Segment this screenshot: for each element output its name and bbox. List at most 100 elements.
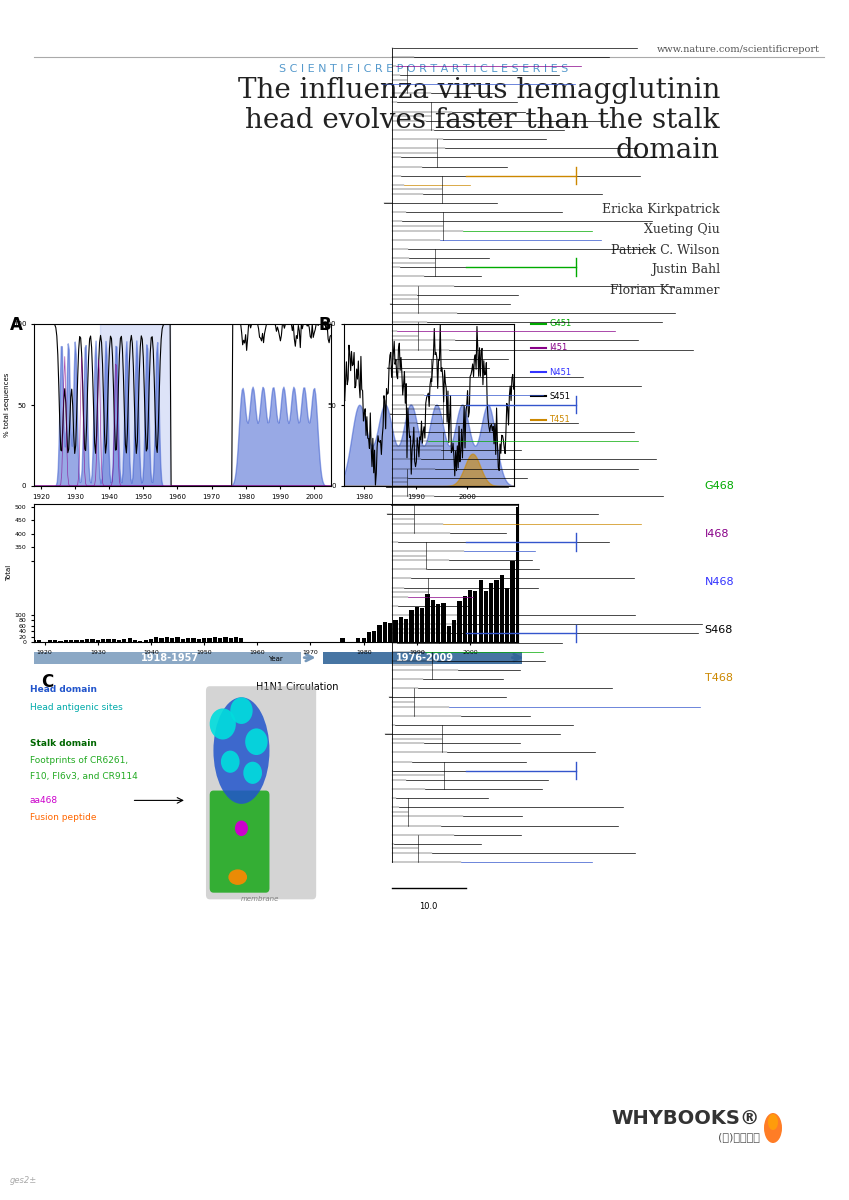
- Bar: [111, 640, 115, 642]
- FancyBboxPatch shape: [34, 652, 301, 664]
- Bar: [218, 637, 222, 642]
- Bar: [197, 638, 201, 642]
- Bar: [149, 638, 153, 642]
- Text: 1976-2009: 1976-2009: [396, 653, 453, 662]
- Text: Florian Krammer: Florian Krammer: [610, 283, 720, 296]
- FancyBboxPatch shape: [323, 652, 522, 664]
- Bar: [362, 637, 366, 642]
- Text: WHYBOOKS®: WHYBOOKS®: [611, 1109, 760, 1128]
- Bar: [388, 623, 392, 642]
- Bar: [186, 637, 190, 642]
- Bar: [447, 625, 451, 642]
- Circle shape: [245, 728, 267, 755]
- Text: Head antigenic sites: Head antigenic sites: [30, 703, 122, 713]
- Text: S C I E N T I F I C R E P O R T A R T I C L E S E R I E S: S C I E N T I F I C R E P O R T A R T I …: [279, 64, 569, 74]
- Text: Head domain: Head domain: [30, 685, 97, 695]
- Bar: [176, 637, 180, 642]
- Bar: [90, 638, 94, 642]
- Bar: [160, 637, 164, 642]
- Bar: [138, 641, 143, 642]
- Text: I468: I468: [705, 529, 729, 539]
- Bar: [212, 637, 216, 642]
- FancyBboxPatch shape: [210, 791, 269, 893]
- Bar: [468, 590, 472, 642]
- Text: S468: S468: [705, 625, 733, 635]
- Text: ges2±: ges2±: [10, 1176, 37, 1186]
- Text: N468: N468: [705, 577, 734, 587]
- X-axis label: Year: Year: [268, 656, 284, 662]
- Bar: [64, 640, 68, 642]
- Circle shape: [230, 697, 253, 724]
- Circle shape: [221, 751, 239, 773]
- Text: aa468: aa468: [30, 796, 58, 805]
- Bar: [122, 640, 127, 642]
- Bar: [127, 638, 132, 642]
- Bar: [458, 601, 462, 642]
- Bar: [367, 632, 371, 642]
- Bar: [436, 604, 441, 642]
- Bar: [494, 580, 498, 642]
- Text: head evolves faster than the stalk: head evolves faster than the stalk: [245, 107, 720, 133]
- Bar: [357, 638, 361, 642]
- Bar: [500, 575, 504, 642]
- Bar: [473, 590, 477, 642]
- Text: H1N1 Circulation: H1N1 Circulation: [256, 682, 339, 691]
- Bar: [463, 596, 467, 642]
- Bar: [69, 640, 73, 642]
- Text: F10, FI6v3, and CR9114: F10, FI6v3, and CR9114: [30, 772, 138, 781]
- Bar: [106, 640, 110, 642]
- Bar: [75, 640, 79, 642]
- Text: domain: domain: [616, 137, 720, 163]
- Bar: [425, 594, 430, 642]
- Text: B: B: [318, 316, 331, 334]
- Ellipse shape: [768, 1114, 778, 1130]
- Y-axis label: Total: Total: [6, 565, 12, 581]
- Ellipse shape: [213, 697, 269, 804]
- Text: www.nature.com/scientificreport: www.nature.com/scientificreport: [657, 44, 820, 54]
- Bar: [383, 622, 387, 642]
- Bar: [191, 638, 195, 642]
- Text: Ericka Kirkpatrick: Ericka Kirkpatrick: [603, 204, 720, 216]
- Bar: [165, 637, 169, 642]
- Bar: [399, 617, 403, 642]
- Bar: [96, 641, 100, 642]
- Bar: [228, 638, 233, 642]
- Text: Xueting Qiu: Xueting Qiu: [644, 223, 720, 236]
- Bar: [181, 638, 185, 642]
- Bar: [101, 638, 105, 642]
- Text: G468: G468: [705, 480, 734, 491]
- Bar: [420, 608, 424, 642]
- Bar: [80, 640, 84, 642]
- Text: The influenza virus hemagglutinin: The influenza virus hemagglutinin: [238, 77, 720, 103]
- Bar: [409, 610, 413, 642]
- Bar: [143, 641, 148, 642]
- Bar: [53, 640, 58, 642]
- Bar: [170, 638, 174, 642]
- Ellipse shape: [228, 869, 247, 884]
- Bar: [441, 602, 446, 642]
- Text: Justin Bahl: Justin Bahl: [651, 264, 720, 276]
- Text: membrane: membrane: [241, 895, 279, 901]
- Bar: [37, 640, 42, 642]
- Bar: [393, 620, 397, 642]
- Bar: [155, 637, 159, 642]
- Text: Footprints of CR6261,: Footprints of CR6261,: [30, 756, 128, 766]
- Text: Stalk domain: Stalk domain: [30, 739, 97, 749]
- Bar: [239, 638, 244, 642]
- Bar: [489, 583, 493, 642]
- Text: N451: N451: [549, 367, 571, 377]
- Bar: [452, 620, 456, 642]
- Bar: [505, 588, 509, 642]
- Bar: [479, 580, 483, 642]
- Circle shape: [244, 762, 262, 784]
- Text: (주)와이북스: (주)와이북스: [718, 1132, 760, 1142]
- Text: 1918-1957: 1918-1957: [141, 653, 199, 662]
- Bar: [414, 607, 419, 642]
- Text: C: C: [42, 673, 53, 691]
- Bar: [515, 506, 520, 642]
- Bar: [117, 641, 121, 642]
- FancyBboxPatch shape: [206, 686, 316, 899]
- Circle shape: [210, 708, 236, 739]
- Text: A: A: [10, 316, 23, 334]
- Bar: [202, 638, 206, 642]
